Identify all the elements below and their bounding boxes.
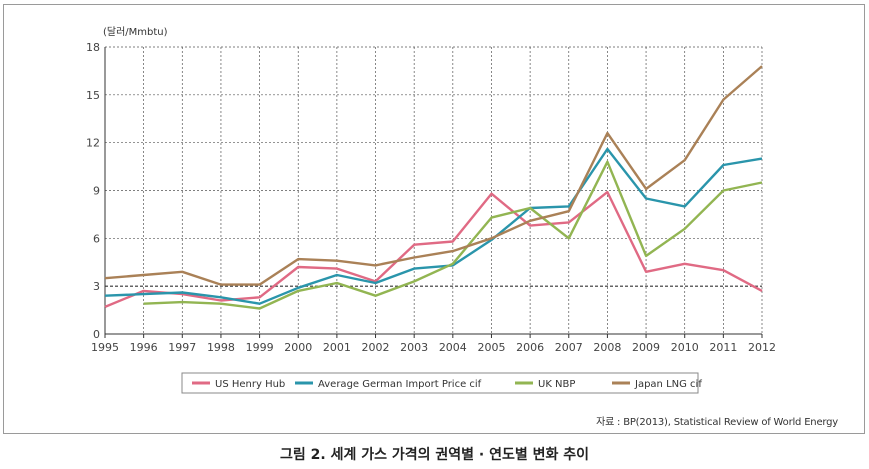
x-tick-label: 2002 <box>362 341 390 354</box>
x-tick-label: 2010 <box>671 341 699 354</box>
y-tick-label: 0 <box>93 328 100 341</box>
x-tick-label: 1998 <box>207 341 235 354</box>
series-lines <box>104 65 763 310</box>
x-tick-label: 2001 <box>323 341 351 354</box>
y-tick-label: 18 <box>86 41 100 54</box>
legend-box <box>181 372 699 394</box>
line-chart: 0 3 6 9 12 15 18 1995 1996 1997 1998 1999 2000 2001 20… <box>86 26 776 394</box>
series-line <box>104 147 763 305</box>
x-tick-label: 2008 <box>593 341 621 354</box>
series-line <box>143 160 763 310</box>
x-tick-label: 2006 <box>516 341 544 354</box>
y-tick-label: 6 <box>93 232 100 245</box>
legend-label: Japan LNG cif <box>634 379 702 390</box>
x-tick-label: 1997 <box>168 341 196 354</box>
x-tick-label: 1995 <box>91 341 119 354</box>
axes: 0 3 6 9 12 15 18 1995 1996 1997 1998 1999 2000 2001 20… <box>86 41 776 354</box>
y-axis-label: (달러/Mmbtu) <box>103 26 168 38</box>
x-tick-label: 1999 <box>246 341 274 354</box>
x-tick-label: 2005 <box>477 341 505 354</box>
y-tick-label: 3 <box>93 280 100 293</box>
figure-frame: 0 3 6 9 12 15 18 1995 1996 1997 1998 1999 2000 2001 20… <box>3 4 865 434</box>
y-tick-label: 15 <box>86 89 100 102</box>
figure-caption: 그림 2. 세계 가스 가격의 권역별 · 연도별 변화 추이 <box>280 447 589 463</box>
x-tick-label: 2003 <box>400 341 428 354</box>
x-tick-label: 2012 <box>748 341 776 354</box>
x-tick-label: 1996 <box>130 341 158 354</box>
x-tick-label: 2000 <box>284 341 312 354</box>
legend-label: Average German Import Price cif <box>318 379 482 390</box>
x-tick-label: 2004 <box>439 341 467 354</box>
x-tick-label: 2009 <box>632 341 660 354</box>
legend-label: US Henry Hub <box>215 379 285 390</box>
series-line <box>104 190 763 309</box>
x-tick-label: 2011 <box>709 341 737 354</box>
series-line <box>104 65 763 286</box>
y-tick-label: 12 <box>86 137 100 150</box>
legend: US Henry Hub Average German Import Price … <box>181 372 702 394</box>
grid <box>104 46 763 334</box>
y-tick-label: 9 <box>93 185 100 198</box>
legend-label: UK NBP <box>538 379 575 390</box>
x-tick-label: 2007 <box>555 341 583 354</box>
source-note: 자료 : BP(2013), Statistical Review of Wor… <box>596 417 838 428</box>
